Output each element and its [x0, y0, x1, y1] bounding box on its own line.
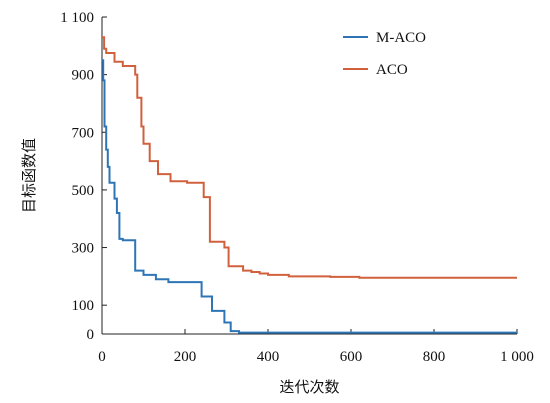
- legend: M-ACO ACO: [343, 30, 426, 78]
- y-tick-label: 500: [72, 183, 95, 199]
- y-axis-title: 目标函数值: [20, 138, 38, 213]
- legend-label: M-ACO: [376, 30, 426, 46]
- x-tick-label: 200: [174, 349, 197, 365]
- x-axis-title: 迭代次数: [279, 378, 339, 396]
- y-tick-label: 900: [72, 68, 95, 84]
- x-tick-label: 1 000: [500, 349, 534, 365]
- x-tick-label: 800: [423, 349, 446, 365]
- y-tick-label: 300: [72, 241, 95, 257]
- series-line-aco: [102, 36, 517, 279]
- x-axis: 0 200 400 600 800 1 000: [98, 329, 534, 365]
- y-tick-label: 0: [87, 327, 95, 343]
- x-tick-label: 0: [98, 349, 106, 365]
- series-line-m-aco: [102, 59, 517, 334]
- legend-label: ACO: [376, 62, 408, 78]
- y-tick-label: 100: [72, 298, 95, 314]
- y-axis: 0 100 300 500 700 900 1 100: [60, 10, 107, 343]
- y-tick-label: 700: [72, 125, 95, 141]
- x-tick-label: 600: [340, 349, 363, 365]
- series-lines: [102, 36, 517, 334]
- x-tick-label: 400: [257, 349, 280, 365]
- y-tick-label: 1 100: [60, 10, 94, 26]
